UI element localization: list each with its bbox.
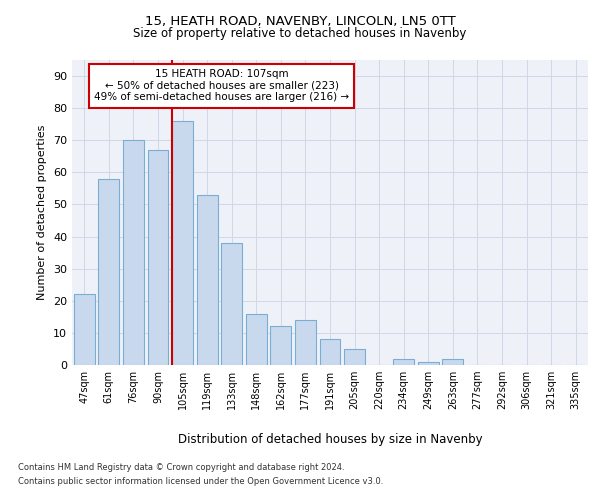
Bar	[98, 179, 119, 365]
Bar	[123, 140, 144, 365]
Bar	[74, 294, 95, 365]
Text: Contains public sector information licensed under the Open Government Licence v3: Contains public sector information licen…	[18, 478, 383, 486]
Bar	[148, 150, 169, 365]
Text: Size of property relative to detached houses in Navenby: Size of property relative to detached ho…	[133, 28, 467, 40]
Bar	[197, 195, 218, 365]
Bar	[172, 121, 193, 365]
Bar	[320, 340, 340, 365]
Text: Contains HM Land Registry data © Crown copyright and database right 2024.: Contains HM Land Registry data © Crown c…	[18, 462, 344, 471]
Bar	[221, 243, 242, 365]
Text: Distribution of detached houses by size in Navenby: Distribution of detached houses by size …	[178, 432, 482, 446]
Bar	[442, 358, 463, 365]
Bar	[271, 326, 292, 365]
Bar	[393, 358, 414, 365]
Bar	[246, 314, 267, 365]
Y-axis label: Number of detached properties: Number of detached properties	[37, 125, 47, 300]
Bar	[295, 320, 316, 365]
Bar	[418, 362, 439, 365]
Text: 15 HEATH ROAD: 107sqm
← 50% of detached houses are smaller (223)
49% of semi-det: 15 HEATH ROAD: 107sqm ← 50% of detached …	[94, 69, 349, 102]
Bar	[344, 349, 365, 365]
Text: 15, HEATH ROAD, NAVENBY, LINCOLN, LN5 0TT: 15, HEATH ROAD, NAVENBY, LINCOLN, LN5 0T…	[145, 15, 455, 28]
